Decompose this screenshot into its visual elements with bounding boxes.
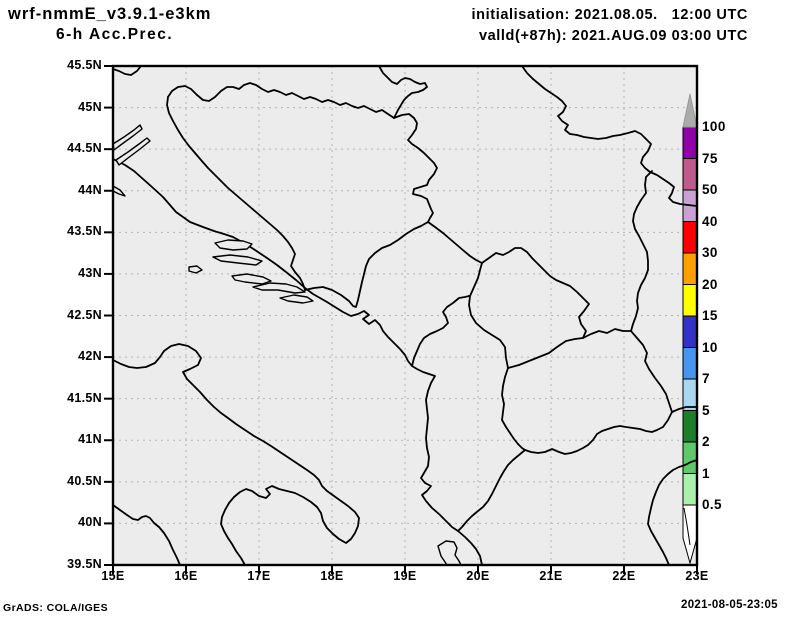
grads-credit: GrADS: COLA/IGES bbox=[3, 602, 108, 614]
colorbar-segment bbox=[682, 441, 698, 474]
lat-tick-label: 41N bbox=[78, 432, 102, 447]
colorbar-segment bbox=[682, 473, 698, 506]
map-background bbox=[113, 66, 697, 565]
colorbar-level-label: 7 bbox=[702, 371, 710, 386]
border-croatia-bosnia-dinaric bbox=[166, 96, 306, 291]
lat-tick-label: 44N bbox=[78, 182, 102, 197]
border-bosnia-serbia-drina bbox=[393, 113, 438, 223]
island-peljesac bbox=[252, 282, 306, 294]
lat-tick-label: 42N bbox=[78, 349, 102, 364]
island-hvar bbox=[212, 254, 263, 266]
lat-tick-label: 43N bbox=[78, 265, 102, 280]
coastline-italy-tyrrhenian bbox=[112, 504, 181, 566]
border-albania-macedonia bbox=[501, 367, 526, 451]
colorbar-level-label: 50 bbox=[702, 182, 718, 197]
border-montenegro-serbia bbox=[427, 221, 483, 264]
island-vis bbox=[188, 265, 203, 274]
lat-tick-label: 40N bbox=[78, 515, 102, 530]
colorbar-segment bbox=[682, 221, 698, 254]
colorbar-segment bbox=[682, 126, 698, 159]
border-greece-bulgaria bbox=[671, 406, 698, 413]
island-korcula bbox=[231, 273, 272, 285]
generation-timestamp: 2021-08-05-23:05 bbox=[681, 599, 778, 611]
colorbar-segment bbox=[682, 158, 698, 191]
colorbar-level-label: 2 bbox=[702, 434, 710, 449]
colorbar-segment bbox=[682, 284, 698, 317]
border-bosnia-montenegro-south bbox=[304, 221, 429, 308]
valid-time-label: valld(+87h): 2021.AUG.09 03:00 UTC bbox=[478, 28, 748, 44]
island-mljet bbox=[279, 294, 314, 304]
lat-tick-label: 39.5N bbox=[67, 557, 102, 571]
border-montenegro-albania bbox=[411, 295, 470, 367]
border-serbia-bulgaria bbox=[630, 170, 653, 332]
axis-ticks bbox=[104, 65, 698, 574]
colorbar-level-label: 0.5 bbox=[702, 497, 722, 512]
product-title: 6-h Acc.Prec. bbox=[56, 26, 174, 43]
lon-tick-label: 23E bbox=[685, 569, 709, 583]
lon-tick-label: 16E bbox=[174, 569, 198, 583]
colorbar-segment bbox=[682, 410, 698, 443]
lat-tick-label: 41.5N bbox=[67, 390, 102, 405]
lat-tick-label: 43.5N bbox=[67, 224, 102, 239]
colorbar-level-label: 5 bbox=[702, 402, 710, 418]
island-brac bbox=[214, 239, 253, 251]
island-corfu bbox=[437, 540, 462, 566]
border-bosnia-north-sava bbox=[167, 82, 395, 119]
colorbar-level-label: 30 bbox=[702, 245, 718, 260]
coastline-greece-thermaic-gulf bbox=[647, 459, 698, 566]
colorbar-segment bbox=[682, 378, 698, 411]
border-albania-greece bbox=[457, 449, 526, 532]
lat-tick-label: 44.5N bbox=[67, 141, 102, 156]
colorbar-level-label: 100 bbox=[702, 119, 726, 134]
border-serbia-macedonia bbox=[582, 328, 632, 339]
border-serbia-romania-danube bbox=[521, 65, 698, 207]
lon-tick-label: 15E bbox=[101, 569, 125, 583]
init-time-label: initialisation: 2021.08.05. 12:00 UTC bbox=[471, 7, 748, 23]
lat-tick-label: 40.5N bbox=[67, 473, 102, 488]
colorbar-level-label: 40 bbox=[702, 213, 718, 229]
lon-tick-label: 22E bbox=[612, 569, 636, 583]
colorbar-segment bbox=[682, 347, 698, 380]
colorbar-level-label: 20 bbox=[702, 276, 718, 292]
header-right-block: initialisation: 2021.08.05. 12:00 UTC val… bbox=[472, 5, 748, 47]
coastline-italy-adriatic-apulia bbox=[112, 343, 360, 566]
colorbar-segment bbox=[682, 252, 698, 285]
border-macedonia-greece bbox=[524, 411, 673, 455]
colorbar-level-label: 15 bbox=[702, 308, 718, 323]
border-kosovo-outline bbox=[468, 247, 590, 369]
lon-tick-label: 20E bbox=[466, 569, 490, 583]
lat-tick-label: 42.5N bbox=[67, 307, 102, 322]
lat-tick-label: 45.5N bbox=[67, 58, 102, 72]
colorbar bbox=[682, 93, 698, 565]
lon-tick-label: 18E bbox=[320, 569, 344, 583]
colorbar-segment bbox=[682, 315, 698, 348]
island-pag-south bbox=[115, 137, 151, 166]
border-macedonia-bulgaria bbox=[630, 330, 673, 413]
colorbar-level-label: 1 bbox=[702, 465, 710, 481]
colorbar-level-label: 75 bbox=[702, 150, 718, 166]
colorbar-over-cap bbox=[682, 93, 698, 128]
model-title: wrf-nmmE_v3.9.1-e3km bbox=[8, 5, 212, 23]
lat-tick-label: 45N bbox=[78, 99, 102, 114]
border-slovenia-croatia bbox=[112, 65, 142, 76]
lon-tick-label: 21E bbox=[539, 569, 563, 583]
coastlines-and-borders bbox=[112, 65, 698, 566]
island-pag-north bbox=[112, 124, 143, 151]
graticule-grid bbox=[113, 66, 698, 565]
lon-tick-label: 19E bbox=[393, 569, 417, 583]
border-croatia-serbia-danube bbox=[378, 65, 428, 119]
colorbar-level-label: 10 bbox=[702, 339, 718, 355]
colorbar-cap-edge-line bbox=[683, 507, 691, 546]
lon-tick-label: 17E bbox=[247, 569, 271, 583]
